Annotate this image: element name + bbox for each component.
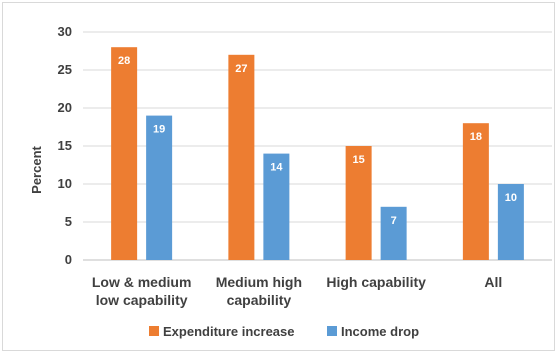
bar [146,115,173,260]
bar [380,206,407,260]
y-tick-label: 15 [58,138,72,153]
legend: Expenditure increase Income drop [149,324,419,339]
data-label: 18 [470,131,482,143]
y-tick-label: 20 [58,100,72,115]
y-tick-label: 0 [65,252,72,267]
x-axis-ticks: Low & medium low capability Medium high cap… [92,274,502,308]
data-label: 15 [353,154,365,166]
y-axis-label: Percent [29,145,44,193]
bar [263,153,290,260]
x-tick-label: High capability [326,274,426,290]
y-tick-label: 5 [65,214,72,229]
data-label: 19 [153,124,165,136]
bar [462,123,489,260]
legend-swatch [149,326,159,336]
y-tick-label: 10 [58,176,72,191]
x-tick-label: Low & medium low capability [92,274,192,308]
data-label: 14 [270,162,283,174]
data-labels: 28 19 27 14 15 7 18 10 [118,55,517,227]
bar [228,54,255,260]
legend-label: Income drop [341,324,419,339]
bar [497,184,524,260]
x-tick-label: All [484,274,502,290]
data-label: 7 [391,215,397,227]
y-tick-label: 25 [58,62,72,77]
legend-swatch [327,326,337,336]
legend-label: Expenditure increase [163,324,295,339]
data-label: 10 [505,192,517,204]
y-axis-ticks: 0 5 10 15 20 25 30 [58,24,72,267]
bars [111,47,524,261]
bar [111,47,138,261]
data-label: 28 [118,55,130,67]
bar [345,146,372,260]
x-tick-label: Medium high capability [216,274,302,308]
data-label: 27 [235,63,247,75]
y-tick-label: 30 [58,24,72,39]
